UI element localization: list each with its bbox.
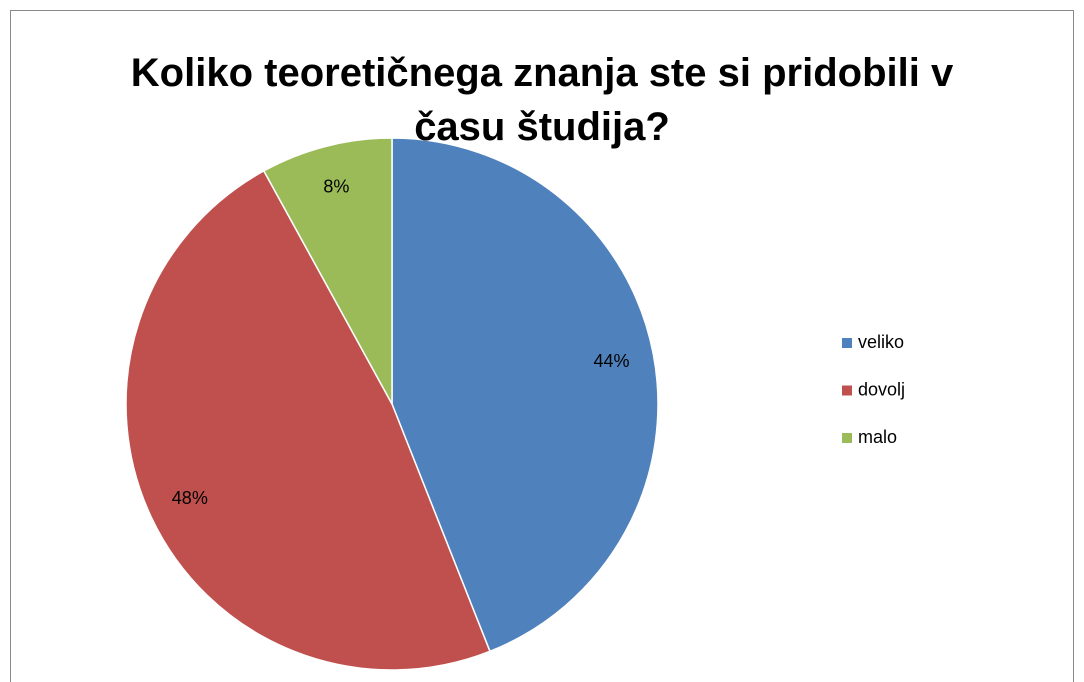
pie-slice: [391, 137, 659, 653]
data-label: 48%: [172, 488, 208, 508]
legend-swatch: [842, 433, 852, 443]
legend-swatch: [842, 338, 852, 348]
pie-slice: [125, 169, 491, 671]
chart-title: Koliko teoretičnega znanja ste si pridob…: [130, 51, 954, 149]
legend-label: malo: [858, 427, 897, 447]
pie-slice: [262, 137, 393, 405]
legend-swatch: [842, 385, 852, 396]
legend-label: dovolj: [858, 379, 905, 399]
data-label: 44%: [593, 351, 629, 371]
data-label: 8%: [323, 176, 349, 196]
legend-label: veliko: [858, 332, 904, 352]
